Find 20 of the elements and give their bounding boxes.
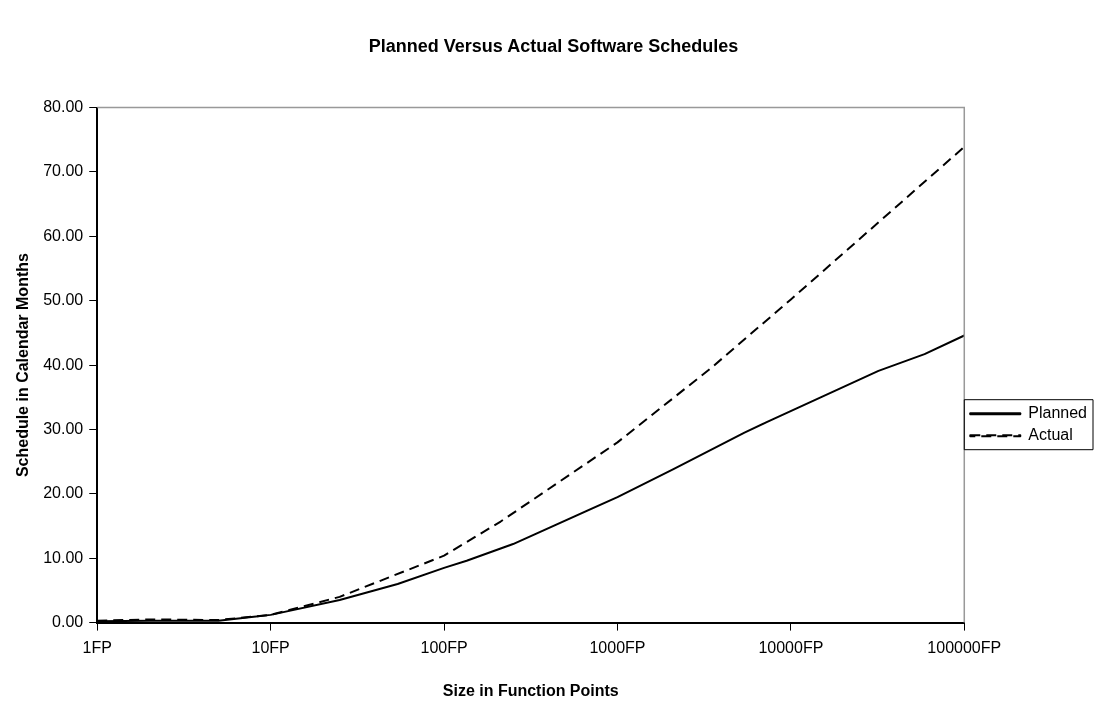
chart-title: Planned Versus Actual Software Schedules <box>368 35 739 56</box>
x-tick-label: 1000FP <box>589 638 646 656</box>
x-axis-title: Size in Function Points <box>442 681 619 699</box>
x-tick-label: 100000FP <box>927 638 1002 656</box>
legend-label: Planned <box>1028 404 1087 422</box>
y-tick-label: 10.00 <box>43 548 84 566</box>
x-tick-label: 1FP <box>82 638 112 656</box>
x-tick-label: 10FP <box>251 638 290 656</box>
y-tick-label: 50.00 <box>43 291 84 309</box>
x-tick-label: 100FP <box>420 638 468 656</box>
y-axis-title: Schedule in Calendar Months <box>14 252 32 478</box>
y-tick-label: 60.00 <box>43 226 84 244</box>
y-tick-label: 40.00 <box>43 355 84 373</box>
x-tick-label: 10000FP <box>758 638 824 656</box>
y-tick-label: 80.00 <box>43 98 84 116</box>
y-tick-label: 0.00 <box>52 613 84 631</box>
y-tick-label: 30.00 <box>43 419 84 437</box>
legend-label: Actual <box>1028 426 1073 444</box>
y-tick-label: 70.00 <box>43 162 84 180</box>
y-tick-label: 20.00 <box>43 484 84 502</box>
